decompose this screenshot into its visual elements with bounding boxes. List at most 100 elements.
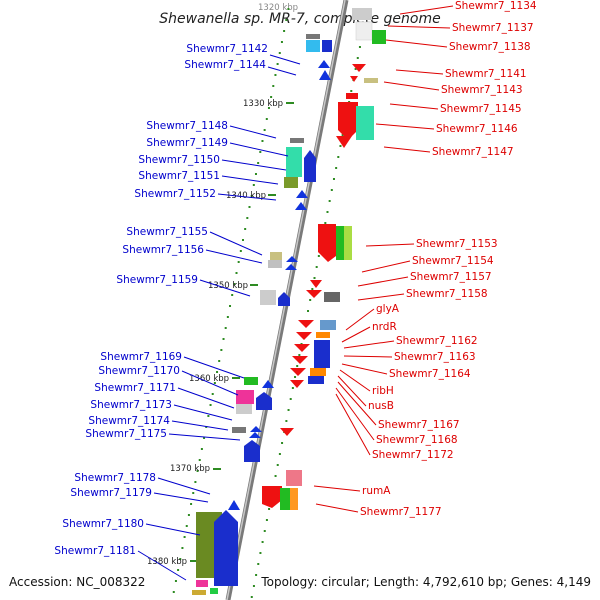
gene-arrow xyxy=(296,332,312,340)
gene-label-shewmr7_1178[interactable]: Shewmr7_1178 xyxy=(74,472,156,484)
gene-label-shewmr7_1163[interactable]: Shewmr7_1163 xyxy=(394,351,476,363)
gene-label-shewmr7_1167[interactable]: Shewmr7_1167 xyxy=(378,419,460,431)
gene-label-glya[interactable]: glyA xyxy=(376,303,400,315)
gene-label-shewmr7_1152[interactable]: Shewmr7_1152 xyxy=(134,188,216,200)
track-dot xyxy=(192,492,195,494)
kbp-label-1330: 1330 kbp xyxy=(243,99,283,109)
forward-gene-labels: Shewmr7_1142 Shewmr7_1144 Shewmr7_1148 Shew… xyxy=(54,43,301,581)
track-dot xyxy=(174,580,177,582)
gene-label-shewmr7_1144[interactable]: Shewmr7_1144 xyxy=(184,59,266,71)
track-dot xyxy=(296,365,299,367)
gene-label-shewmr7_1172[interactable]: Shewmr7_1172 xyxy=(372,449,454,461)
gene-label-shewmr7_1159[interactable]: Shewmr7_1159 xyxy=(116,274,198,286)
gene-label-shewmr7_1141[interactable]: Shewmr7_1141 xyxy=(445,68,527,80)
gene-label-shewmr7_1142[interactable]: Shewmr7_1142 xyxy=(186,43,268,55)
gene-label-shewmr7_1180[interactable]: Shewmr7_1180 xyxy=(62,518,144,530)
gene-arrow xyxy=(318,60,330,68)
gene-label-nusb[interactable]: nusB xyxy=(368,400,394,412)
gene-label-shewmr7_1148[interactable]: Shewmr7_1148 xyxy=(146,120,228,132)
gene-block xyxy=(286,470,302,486)
gene-label-shewmr7_1179[interactable]: Shewmr7_1179 xyxy=(70,487,152,499)
leader-line xyxy=(395,69,444,75)
track-dot xyxy=(278,453,281,455)
track-dot xyxy=(317,255,320,257)
gene-label-shewmr7_1155[interactable]: Shewmr7_1155 xyxy=(126,226,208,238)
track-dot xyxy=(229,305,232,307)
track-dot xyxy=(341,134,344,136)
track-dot xyxy=(233,283,236,285)
track-dot xyxy=(261,140,264,142)
gene-label-shewmr7_1177[interactable]: Shewmr7_1177 xyxy=(360,506,442,518)
track-dot xyxy=(283,30,286,32)
track-dot xyxy=(272,85,275,87)
gene-label-shewmr7_1157[interactable]: Shewmr7_1157 xyxy=(410,271,492,283)
gene-label-shewmr7_1153[interactable]: Shewmr7_1153 xyxy=(416,238,498,250)
gene-arrow xyxy=(338,102,358,138)
leader-line xyxy=(313,485,361,492)
kbp-label-1340: 1340 kbp xyxy=(226,191,266,201)
gene-block xyxy=(324,292,340,302)
track-dot xyxy=(276,464,279,466)
gene-label-nrdr[interactable]: nrdR xyxy=(372,321,397,333)
gene-label-shewmr7_1175[interactable]: Shewmr7_1175 xyxy=(85,428,167,440)
accession-text: Accession: NC_008322 xyxy=(9,575,145,589)
gene-label-shewmr7_1149[interactable]: Shewmr7_1149 xyxy=(146,137,228,149)
gene-block xyxy=(336,226,344,260)
track-dot xyxy=(268,508,271,510)
gene-features xyxy=(192,8,386,595)
gene-label-shewmr7_1138[interactable]: Shewmr7_1138 xyxy=(449,41,531,53)
track-dot xyxy=(224,327,227,329)
track-dot xyxy=(291,387,294,389)
gene-label-shewmr7_1146[interactable]: Shewmr7_1146 xyxy=(436,123,518,135)
gene-label-shewmr7_1156[interactable]: Shewmr7_1156 xyxy=(122,244,204,256)
leader-line xyxy=(335,393,371,456)
gene-label-shewmr7_1137[interactable]: Shewmr7_1137 xyxy=(452,22,534,34)
gene-label-shewmr7_1173[interactable]: Shewmr7_1173 xyxy=(90,399,172,411)
gene-label-shewmr7_1162[interactable]: Shewmr7_1162 xyxy=(396,335,478,347)
gene-block xyxy=(355,21,373,41)
gene-arrow xyxy=(280,428,294,436)
leader-line xyxy=(205,249,263,264)
gene-label-shewmr7_1181[interactable]: Shewmr7_1181 xyxy=(54,545,136,557)
leader-line xyxy=(221,175,279,185)
gene-block xyxy=(236,404,252,414)
track-dot xyxy=(328,200,331,202)
gene-label-shewmr7_1151[interactable]: Shewmr7_1151 xyxy=(138,170,220,182)
gene-label-shewmr7_1143[interactable]: Shewmr7_1143 xyxy=(441,84,523,96)
gene-block xyxy=(320,320,336,330)
track-dot xyxy=(172,591,175,593)
track-dot xyxy=(257,162,260,164)
gene-label-shewmr7_1171[interactable]: Shewmr7_1171 xyxy=(94,382,176,394)
gene-arrow xyxy=(294,344,310,352)
leader-line xyxy=(177,387,235,409)
gene-arrow xyxy=(286,256,298,262)
gene-label-shewmr7_1134[interactable]: Shewmr7_1134 xyxy=(455,0,537,12)
gene-label-shewmr7_1158[interactable]: Shewmr7_1158 xyxy=(406,288,488,300)
track-dot xyxy=(220,349,223,351)
gene-arrow xyxy=(336,136,352,148)
leader-line xyxy=(145,523,201,536)
track-dot xyxy=(311,288,314,290)
gene-label-ruma[interactable]: rumA xyxy=(362,485,391,497)
gene-label-shewmr7_1169[interactable]: Shewmr7_1169 xyxy=(100,351,182,363)
track-dot xyxy=(239,250,242,252)
leader-line xyxy=(383,146,431,153)
gene-label-shewmr7_1168[interactable]: Shewmr7_1168 xyxy=(376,434,458,446)
track-dot xyxy=(259,552,262,554)
gene-label-ribh[interactable]: ribH xyxy=(372,385,394,397)
gene-label-shewmr7_1147[interactable]: Shewmr7_1147 xyxy=(432,146,514,158)
gene-block xyxy=(232,427,246,433)
gene-block xyxy=(280,488,290,510)
gene-label-shewmr7_1170[interactable]: Shewmr7_1170 xyxy=(98,365,180,377)
gene-label-shewmr7_1150[interactable]: Shewmr7_1150 xyxy=(138,154,220,166)
gene-label-shewmr7_1164[interactable]: Shewmr7_1164 xyxy=(389,368,471,380)
gene-label-shewmr7_1174[interactable]: Shewmr7_1174 xyxy=(88,415,170,427)
gene-block xyxy=(352,8,372,20)
track-dot xyxy=(241,239,244,241)
gene-label-shewmr7_1145[interactable]: Shewmr7_1145 xyxy=(440,103,522,115)
leader-line xyxy=(357,276,409,287)
gene-block xyxy=(314,340,330,368)
gene-label-shewmr7_1154[interactable]: Shewmr7_1154 xyxy=(412,255,494,267)
